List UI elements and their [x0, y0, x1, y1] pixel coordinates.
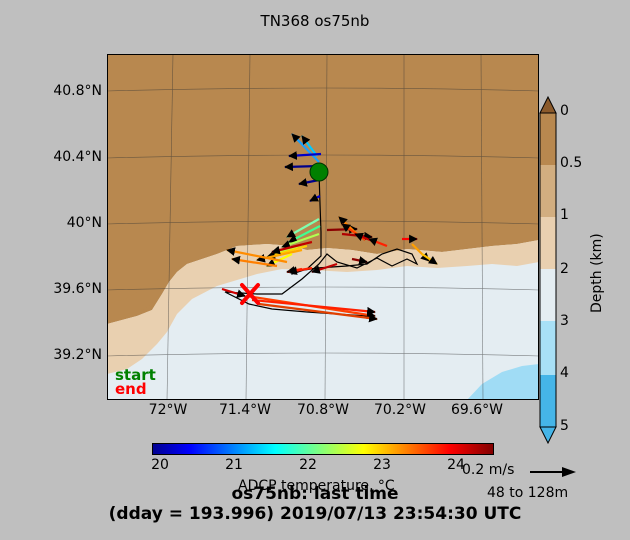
cbar-tick-21: 21 [225, 457, 243, 473]
depth-band-0 [540, 113, 556, 165]
scale-arrow-icon [530, 467, 576, 477]
end-marker [240, 283, 260, 305]
depth-colorbar [539, 95, 557, 445]
depth-tick-3: 3 [560, 313, 569, 329]
land-area [107, 54, 539, 324]
depth-band-5 [540, 375, 556, 427]
depth-tick-2: 2 [560, 261, 569, 277]
start-marker [309, 162, 329, 182]
lon-label-708: 70.8°W [296, 402, 349, 418]
depth-tick-5: 5 [560, 418, 569, 434]
cbar-tick-22: 22 [299, 457, 317, 473]
scale-arrow-depth-range: 48 to 128m [487, 485, 569, 501]
cbar-tick-23: 23 [373, 457, 391, 473]
depth-axis-title: Depth (km) [589, 233, 605, 313]
plot-title: TN368 os75nb [260, 12, 370, 30]
map-panel [107, 54, 539, 400]
caption-last-time: os75nb: last time [231, 484, 399, 504]
lon-label-714: 71.4°W [218, 402, 271, 418]
colorbar-label: ADCP temperature, °C [238, 478, 395, 494]
abyss-area [467, 364, 539, 400]
depth-frame [539, 112, 557, 428]
depth-band-2 [540, 217, 556, 269]
lat-label-396: 39.6°N [53, 281, 102, 297]
lon-label-702: 70.2°W [373, 402, 426, 418]
cbar-tick-20: 20 [151, 457, 169, 473]
cbar-tick-24: 24 [447, 457, 465, 473]
scale-arrow-speed: 0.2 m/s [462, 462, 515, 478]
map-border [107, 54, 539, 400]
temperature-colorbar [152, 443, 494, 455]
lon-label-696: 69.6°W [450, 402, 503, 418]
depth-tick-4: 4 [560, 365, 569, 381]
lat-label-392: 39.2°N [53, 347, 102, 363]
current-vectors [221, 133, 438, 323]
caption-timestamp: (dday = 193.996) 2019/07/13 23:54:30 UTC [108, 504, 522, 524]
lon-label-72: 72°W [148, 402, 188, 418]
depth-band-4 [540, 321, 556, 375]
depth-band-1 [540, 165, 556, 217]
depth-top-cap [539, 95, 557, 114]
coast-detail [107, 279, 165, 316]
lat-label-408: 40.8°N [53, 83, 102, 99]
depth-tick-0: 0 [560, 103, 569, 119]
depth-tick-05: 0.5 [560, 155, 583, 171]
legend-end: end [115, 380, 147, 398]
shelf-area [107, 240, 539, 374]
depth-bottom-cap [539, 426, 557, 445]
graticule [107, 54, 539, 400]
legend-start: start [115, 366, 156, 384]
depth-tick-1: 1 [560, 207, 569, 223]
depth-band-3 [540, 269, 556, 321]
lat-label-40: 40°N [66, 215, 102, 231]
lat-label-404: 40.4°N [53, 149, 102, 165]
